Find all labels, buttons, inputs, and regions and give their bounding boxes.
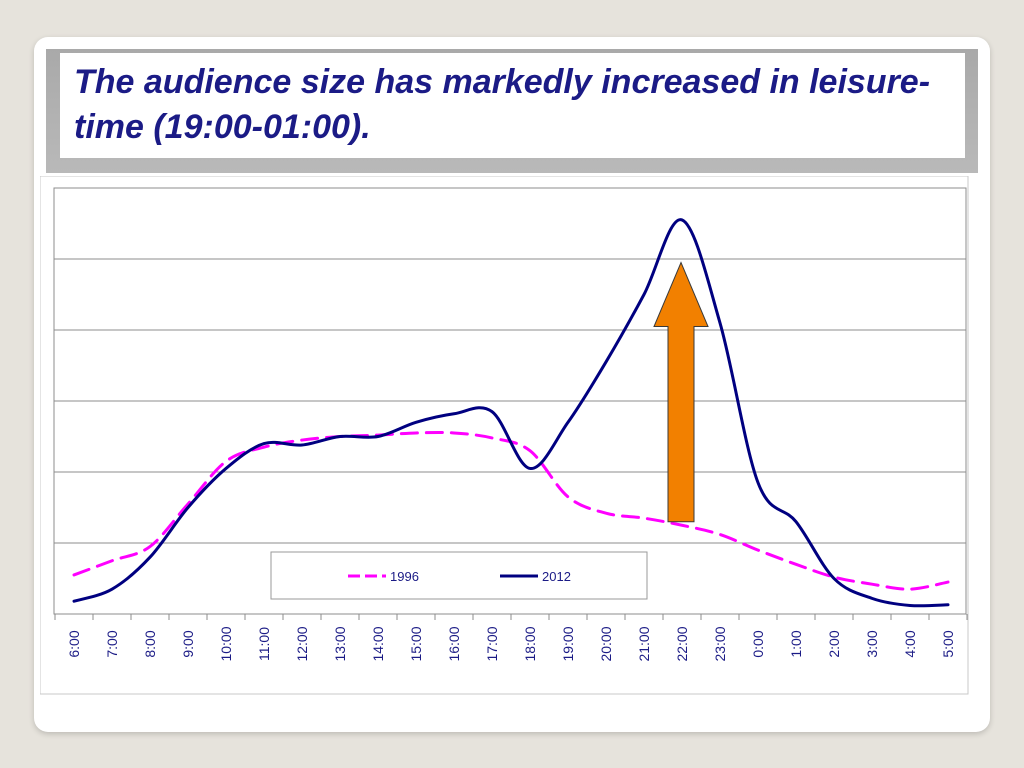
x-tick-label: 22:00: [674, 626, 690, 661]
series-line-2012: [72, 218, 950, 608]
series-layer: [72, 218, 950, 608]
x-tick-label: 8:00: [142, 630, 158, 657]
x-axis-ticks: 6:00 7:00 8:00 9:00 10:00 11:00 12:00 13:00 14:0…: [54, 614, 968, 662]
title-box: [60, 53, 965, 158]
x-tick-label: 5:00: [940, 630, 956, 657]
x-tick-label: 3:00: [864, 630, 880, 657]
x-tick-label: 16:00: [446, 626, 462, 661]
x-tick-label: 4:00: [902, 630, 918, 657]
x-tick-label: 13:00: [332, 626, 348, 661]
x-tick-label: 9:00: [180, 630, 196, 657]
x-tick-label: 1:00: [788, 630, 804, 657]
x-tick-label: 23:00: [712, 626, 728, 661]
line-chart: 6:00 7:00 8:00 9:00 10:00 11:00 12:00 13:00 14:0…: [40, 176, 969, 695]
x-tick-label: 7:00: [104, 630, 120, 657]
x-tick-label: 18:00: [522, 626, 538, 661]
legend-label-1996: 1996: [390, 569, 419, 584]
gridlines: [54, 258, 966, 544]
x-tick-label: 20:00: [598, 626, 614, 661]
legend-box: [270, 551, 648, 600]
x-tick-label: 17:00: [484, 626, 500, 661]
legend: 1996 2012: [270, 551, 648, 600]
annotation-layer: [653, 261, 709, 523]
slide-title: The audience size has markedly increased…: [74, 63, 931, 146]
x-tick-label: 19:00: [560, 626, 576, 661]
x-tick-label: 21:00: [636, 626, 652, 661]
legend-label-2012: 2012: [542, 569, 571, 584]
x-tick-label: 15:00: [408, 626, 424, 661]
x-tick-label: 2:00: [826, 630, 842, 657]
x-tick-label: 10:00: [218, 626, 234, 661]
up-arrow-annotation: [653, 261, 709, 523]
x-tick-label: 12:00: [294, 626, 310, 661]
x-tick-label: 14:00: [370, 626, 386, 661]
x-tick-label: 6:00: [66, 630, 82, 657]
x-tick-label: 11:00: [256, 627, 272, 661]
x-tick-label: 0:00: [750, 630, 766, 657]
